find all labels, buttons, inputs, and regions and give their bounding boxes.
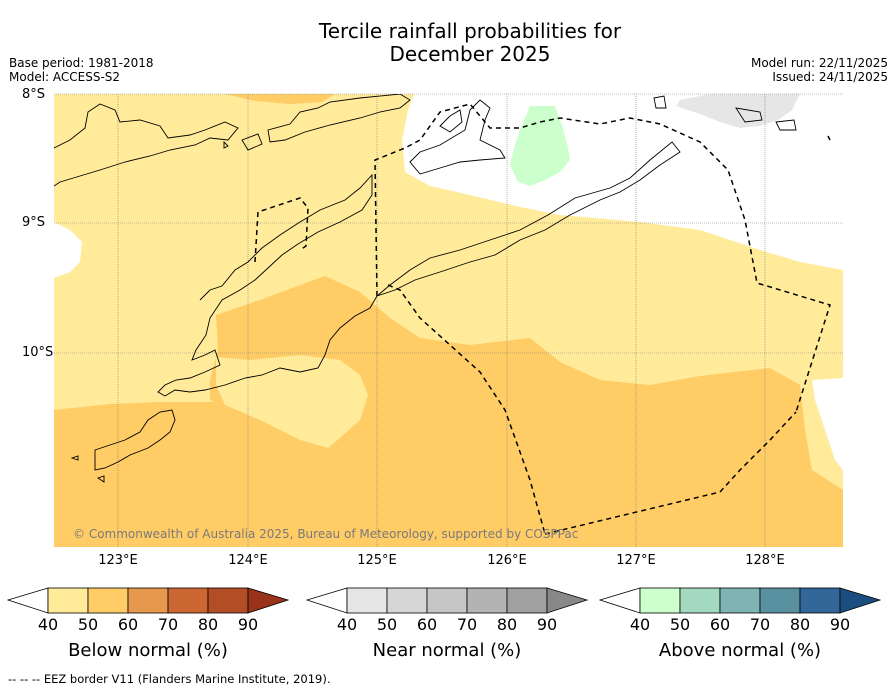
lat-label-8s: 8°S	[22, 87, 46, 102]
colorbar-near-swatch-5	[506, 587, 548, 614]
colorbar-below-over	[247, 587, 290, 614]
graticule	[54, 93, 843, 547]
colorbar-below-swatch-3	[127, 587, 169, 614]
lat-label-9s: 9°S	[22, 215, 46, 230]
coastline-islet-2	[223, 140, 229, 149]
colorbar-above-swatch-1	[639, 587, 681, 614]
lon-label-125e: 125°E	[357, 553, 397, 568]
colorbar-above	[598, 587, 882, 614]
colorbar-near-tick: 40	[336, 615, 358, 634]
eez-line-islet	[827, 135, 831, 141]
colorbar-below-title: Below normal (%)	[68, 640, 228, 661]
colorbar-near-tick: 50	[376, 615, 398, 634]
coastline-flores	[54, 103, 239, 187]
colorbar-above-tick: 80	[789, 615, 811, 634]
colorbar-near-tick: 90	[536, 615, 558, 634]
lat-label-10s: 10°S	[22, 345, 54, 360]
model-text: Model: ACCESS-S2	[9, 70, 121, 84]
colorbar-below-tick: 50	[77, 615, 99, 634]
map-credit: © Commonwealth of Australia 2025, Bureau…	[73, 527, 579, 541]
coastline-islet-6	[775, 119, 797, 131]
colorbar-near-swatch-2	[386, 587, 428, 614]
coastline-sumba-west	[157, 173, 378, 397]
colorbar-above-swatch-3	[719, 587, 761, 614]
region-no-signal-east	[812, 378, 843, 470]
colorbar-above-tick: 40	[629, 615, 651, 634]
colorbar-near-over	[546, 587, 589, 614]
coastline-islet-7	[439, 109, 463, 133]
probability-fill-layer	[54, 94, 843, 547]
colorbar-below-tick: 40	[37, 615, 59, 634]
map-title: Tercile rainfall probabilities for Decem…	[0, 20, 896, 66]
lon-label-124e: 124°E	[228, 553, 268, 568]
region-below-50-60-south	[54, 276, 843, 547]
colorbar-below-tick: 60	[117, 615, 139, 634]
map-title-line1: Tercile rainfall probabilities for	[318, 19, 622, 43]
region-below-40-50-band	[216, 355, 368, 448]
colorbar-near-swatch-1	[346, 587, 388, 614]
lon-label-126e: 126°E	[487, 553, 527, 568]
coastline-timor	[376, 141, 681, 297]
coastline-sawu	[70, 455, 79, 461]
colorbar-near-tick: 70	[456, 615, 478, 634]
colorbar-below-swatch-1	[47, 587, 89, 614]
colorbar-above-tick: 60	[709, 615, 731, 634]
colorbar-near	[305, 587, 589, 614]
eez-border	[254, 103, 831, 535]
map-title-line2: December 2025	[389, 42, 551, 66]
colorbar-near-tick: 80	[496, 615, 518, 634]
colorbar-above-swatch-5	[799, 587, 841, 614]
colorbar-below-tick: 70	[157, 615, 179, 634]
coastlines	[54, 94, 797, 483]
meta-right: Model run: 22/11/2025 Issued: 24/11/2025	[751, 56, 888, 84]
eez-line-diagonal	[387, 284, 546, 535]
region-below-50-60-north	[225, 94, 335, 104]
colorbar-near-tick: 60	[416, 615, 438, 634]
eez-line-north	[374, 103, 831, 413]
issued-text: Issued: 24/11/2025	[772, 70, 888, 84]
colorbar-above-over	[839, 587, 882, 614]
colorbar-above-tick: 50	[669, 615, 691, 634]
colorbar-below-swatch-2	[87, 587, 129, 614]
coastline-rote	[94, 409, 176, 471]
coastline-islet-4	[653, 95, 667, 109]
lon-label-127e: 127°E	[616, 553, 656, 568]
lon-label-123e: 123°E	[98, 553, 138, 568]
colorbar-below	[6, 587, 290, 614]
lon-label-128e: 128°E	[745, 553, 785, 568]
colorbar-below-tick: 80	[197, 615, 219, 634]
coastline-islet-5	[735, 107, 763, 123]
coastline-islet-3	[96, 475, 105, 483]
colorbar-above-swatch-2	[679, 587, 721, 614]
colorbar-above-title: Above normal (%)	[658, 640, 822, 661]
model-run-text: Model run: 22/11/2025	[750, 56, 888, 70]
colorbar-near-swatch-4	[466, 587, 508, 614]
base-period-text: Base period: 1981-2018	[9, 56, 154, 70]
coastline-wetar	[409, 99, 506, 175]
colorbar-near-swatch-3	[426, 587, 468, 614]
eez-line-west	[254, 197, 309, 263]
colorbar-above-tick: 90	[829, 615, 851, 634]
coastline-islet-1	[241, 133, 263, 151]
meta-left: Base period: 1981-2018 Model: ACCESS-S2	[9, 56, 154, 84]
colorbar-near-title: Near normal (%)	[372, 640, 522, 661]
coastline-alor	[267, 94, 411, 143]
colorbar-below-under	[6, 587, 49, 614]
colorbar-below-tick: 90	[237, 615, 259, 634]
colorbar-above-swatch-4	[759, 587, 801, 614]
colorbar-above-under	[598, 587, 641, 614]
eez-legend-note: -- -- -- EEZ border V11 (Flanders Marine…	[8, 672, 331, 686]
colorbar-above-tick: 70	[749, 615, 771, 634]
colorbar-near-under	[305, 587, 348, 614]
colorbar-below-swatch-4	[167, 587, 209, 614]
eez-line-south	[544, 411, 797, 535]
colorbar-below-swatch-5	[207, 587, 249, 614]
region-no-signal-west	[54, 222, 82, 278]
